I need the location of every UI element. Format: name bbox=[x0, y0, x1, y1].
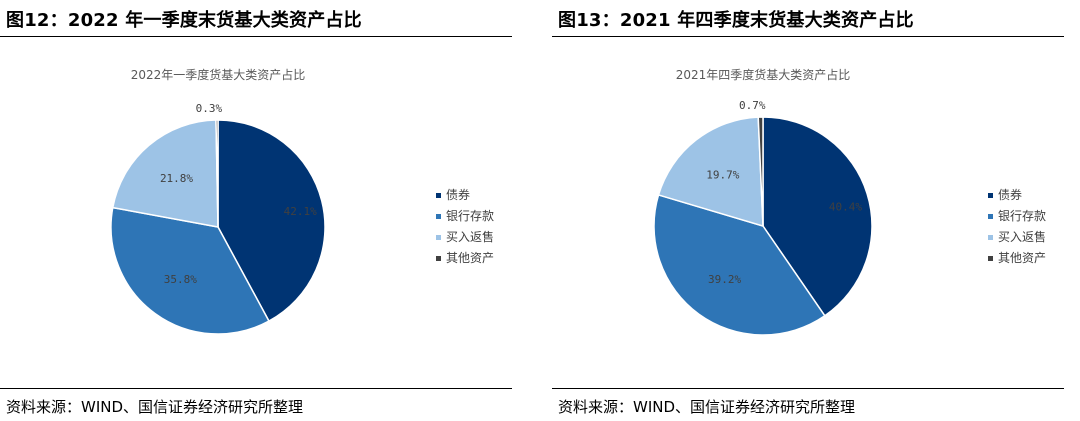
slice-label-bank-deposits: 39.2% bbox=[708, 273, 741, 286]
legend-swatch-reverse-repo bbox=[436, 235, 441, 240]
legend-swatch-bank-deposits bbox=[436, 214, 441, 219]
slice-label-other-assets: 0.7% bbox=[739, 99, 766, 112]
legend-swatch-bonds bbox=[988, 193, 993, 198]
legend-swatch-bank-deposits bbox=[988, 214, 993, 219]
pie-chart-2021q4: 2021年四季度货基大类资产占比 40.4% 39.2% 19.7% 0.7% 债券银行存… bbox=[653, 67, 1046, 336]
legend-swatch-other-assets bbox=[988, 256, 993, 261]
chart-title: 2021年四季度货基大类资产占比 bbox=[676, 67, 851, 82]
chart-title: 2022年一季度货基大类资产占比 bbox=[131, 67, 306, 82]
pie-slice-bonds bbox=[762, 116, 873, 317]
pie-slice-bank-deposits bbox=[653, 193, 826, 336]
slice-label-reverse-repo: 21.8% bbox=[160, 172, 193, 185]
top-rule bbox=[552, 36, 1064, 37]
slice-label-bank-deposits: 35.8% bbox=[164, 273, 197, 286]
figure-panel-13: 图13：2021 年四季度末货基大类资产占比 2021年四季度货基大类资产占比 4… bbox=[552, 0, 1072, 421]
legend-swatch-other-assets bbox=[436, 256, 441, 261]
slice-label-reverse-repo: 19.7% bbox=[706, 169, 739, 182]
pie-slice-bank-deposits bbox=[110, 206, 270, 335]
legend-swatch-bonds bbox=[436, 193, 441, 198]
figure-title: 图13：2021 年四季度末货基大类资产占比 bbox=[558, 10, 914, 31]
top-rule bbox=[0, 36, 512, 37]
pie-slice-other-assets bbox=[757, 116, 764, 227]
slice-label-bonds: 40.4% bbox=[829, 201, 862, 214]
pie-chart-2022q1: 2022年一季度货基大类资产占比 42.1% 35.8% 21.8% 0.3% 债券银行存… bbox=[110, 67, 494, 335]
legend-label-other-assets: 其他资产 bbox=[446, 251, 494, 265]
legend-label-other-assets: 其他资产 bbox=[998, 251, 1046, 265]
bottom-rule bbox=[0, 388, 512, 389]
pie-slice-reverse-repo bbox=[657, 116, 764, 228]
slice-label-other-assets: 0.3% bbox=[196, 102, 223, 115]
legend-label-bonds: 债券 bbox=[446, 187, 470, 202]
legend-label-bank-deposits: 银行存款 bbox=[998, 209, 1046, 223]
legend-label-reverse-repo: 买入返售 bbox=[998, 229, 1046, 244]
figure-panel-12: 图12：2022 年一季度末货基大类资产占比 2022年一季度货基大类资产占比 4… bbox=[0, 0, 520, 421]
source-note: 资料来源：WIND、国信证券经济研究所整理 bbox=[558, 398, 856, 416]
legend-label-reverse-repo: 买入返售 bbox=[446, 229, 494, 244]
pie-slice-other-assets bbox=[215, 119, 219, 228]
slice-label-bonds: 42.1% bbox=[284, 205, 317, 218]
pie-slice-reverse-repo bbox=[111, 119, 219, 228]
legend-label-bonds: 债券 bbox=[998, 187, 1022, 202]
bottom-rule bbox=[552, 388, 1064, 389]
figure-title: 图12：2022 年一季度末货基大类资产占比 bbox=[6, 10, 362, 31]
pie-slice-bonds bbox=[217, 119, 326, 323]
legend-swatch-reverse-repo bbox=[988, 235, 993, 240]
legend-label-bank-deposits: 银行存款 bbox=[446, 209, 494, 223]
source-note: 资料来源：WIND、国信证券经济研究所整理 bbox=[6, 398, 304, 416]
